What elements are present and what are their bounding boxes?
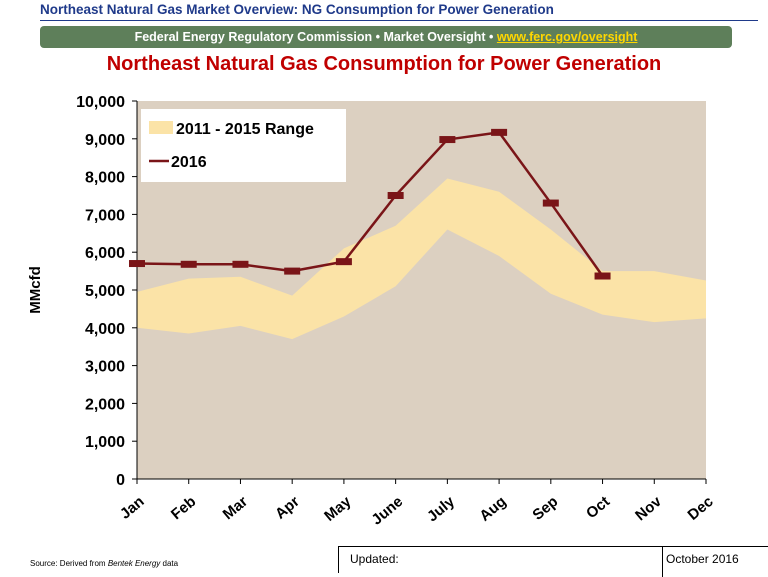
data-point-2016 bbox=[284, 267, 301, 275]
legend-box bbox=[141, 109, 346, 182]
ferc-oversight-link[interactable]: www.ferc.gov/oversight bbox=[496, 30, 638, 44]
y-tick-label: 7,000 bbox=[85, 207, 125, 224]
data-point-2016 bbox=[594, 272, 611, 280]
series-line-2016 bbox=[136, 131, 604, 277]
y-tick-label: 1,000 bbox=[85, 434, 125, 451]
y-tick-label: 4,000 bbox=[85, 321, 125, 338]
ferc-banner: Federal Energy Regulatory Commission • M… bbox=[40, 26, 732, 48]
legend-swatch-range bbox=[149, 121, 173, 134]
data-point-2016 bbox=[129, 260, 145, 268]
header-title: Northeast Natural Gas Market Overview: N… bbox=[40, 2, 554, 17]
x-tick-label: Dec bbox=[685, 493, 717, 524]
banner-text: Federal Energy Regulatory Commission • M… bbox=[134, 30, 497, 44]
data-point-2016 bbox=[439, 136, 456, 144]
x-tick-label: May bbox=[321, 493, 355, 525]
data-point-2016 bbox=[387, 192, 404, 199]
x-tick-label: Jan bbox=[117, 493, 148, 523]
x-tick-label: Sep bbox=[529, 493, 561, 524]
data-point-2016 bbox=[542, 199, 559, 207]
legend: 2011 - 2015 Range 2016 bbox=[141, 109, 346, 182]
legend-label-2016: 2016 bbox=[171, 154, 207, 171]
range-band-2011-2015 bbox=[137, 178, 706, 340]
source-prefix: Source: Derived from bbox=[30, 559, 108, 568]
y-tick-label: 8,000 bbox=[85, 170, 125, 187]
y-tick-label: 9,000 bbox=[85, 132, 125, 149]
footer-divider bbox=[338, 546, 662, 547]
updated-date: October 2016 bbox=[666, 552, 739, 566]
y-axis-label: MMcfd bbox=[27, 266, 44, 314]
source-suffix: data bbox=[160, 559, 179, 568]
source-note: Source: Derived from Bentek Energy data bbox=[30, 559, 178, 568]
data-point-2016 bbox=[491, 128, 508, 136]
source-brand: Bentek Energy bbox=[107, 559, 161, 568]
x-tick-label: Aug bbox=[476, 493, 509, 525]
y-tick-label: 0 bbox=[116, 472, 125, 489]
x-tick-label: Feb bbox=[168, 493, 199, 523]
header-divider bbox=[40, 20, 758, 21]
chart-title: Northeast Natural Gas Consumption for Po… bbox=[106, 53, 662, 75]
x-tick-label: Apr bbox=[272, 493, 303, 523]
legend-label-range: 2011 - 2015 Range bbox=[176, 121, 314, 138]
data-point-2016 bbox=[180, 260, 197, 268]
x-tick-label: Nov bbox=[632, 493, 665, 525]
data-point-2016 bbox=[232, 260, 249, 268]
footer-divider-vertical bbox=[338, 546, 339, 573]
updated-box bbox=[662, 546, 768, 577]
x-tick-label: July bbox=[424, 493, 458, 526]
x-tick-label: Mar bbox=[220, 493, 251, 523]
x-tick-label: June bbox=[368, 493, 406, 529]
data-point-2016 bbox=[335, 258, 352, 266]
y-tick-label: 5,000 bbox=[85, 283, 125, 300]
y-tick-label: 6,000 bbox=[85, 245, 125, 262]
updated-label: Updated: bbox=[350, 552, 399, 566]
x-tick-label: Oct bbox=[583, 493, 613, 522]
y-tick-label: 3,000 bbox=[85, 359, 125, 376]
y-tick-label: 10,000 bbox=[76, 94, 125, 111]
y-tick-label: 2,000 bbox=[85, 396, 125, 413]
